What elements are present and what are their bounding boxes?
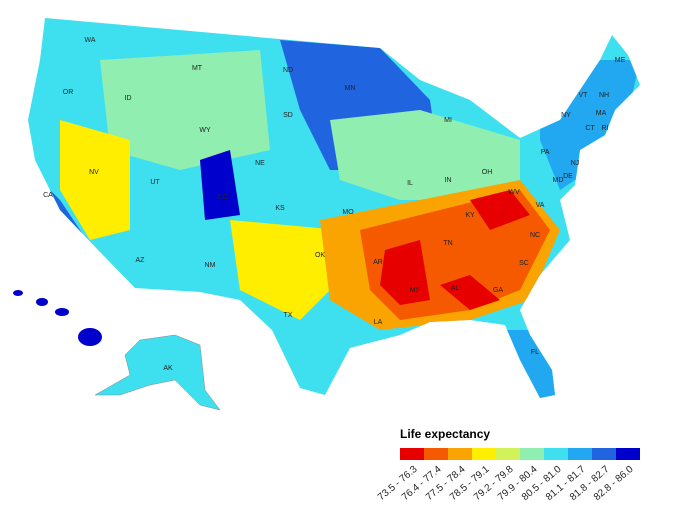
state-label: FL [531, 349, 539, 356]
state-label: NY [561, 112, 571, 119]
state-label: VT [579, 92, 589, 99]
legend-swatch [400, 448, 424, 460]
legend-swatch [496, 448, 520, 460]
state-label: WY [199, 127, 211, 134]
state-label: TX [284, 312, 293, 319]
state-label: UT [150, 179, 160, 186]
state-label: TN [443, 240, 452, 247]
legend-swatch [544, 448, 568, 460]
state-label: OH [482, 169, 493, 176]
state-label: NJ [571, 160, 580, 167]
state-label: KS [275, 205, 285, 212]
state-label: CT [585, 125, 595, 132]
hawaii [13, 290, 102, 346]
state-label: ME [615, 57, 626, 64]
state-label: MN [345, 85, 356, 92]
state-label: SD [283, 112, 293, 119]
state-label: NC [530, 232, 540, 239]
state-label: IN [445, 177, 452, 184]
state-label: MI [444, 117, 452, 124]
state-label: ID [125, 95, 132, 102]
state-label: AL [451, 285, 460, 292]
state-label: NV [89, 169, 99, 176]
state-label: CO [218, 194, 229, 201]
state-label: AZ [136, 257, 146, 264]
state-label: NM [205, 262, 216, 269]
state-label: GA [493, 287, 503, 294]
state-label: LA [374, 319, 383, 326]
alaska [94, 334, 221, 411]
state-label: PA [541, 149, 550, 156]
state-label: MO [342, 209, 354, 216]
legend-swatch [592, 448, 616, 460]
state-label: MD [553, 177, 564, 184]
state-label: IL [407, 180, 413, 187]
state-label: NH [599, 92, 609, 99]
legend-swatch [616, 448, 640, 460]
state-label: OK [315, 252, 325, 259]
state-label: DE [563, 173, 573, 180]
state-label: CA [43, 192, 53, 199]
legend-title: Life expectancy [400, 427, 490, 441]
state-label: RI [602, 125, 609, 132]
county-fill [28, 18, 640, 398]
state-label: NE [255, 160, 265, 167]
state-label: WV [508, 189, 520, 196]
state-label: MA [596, 110, 607, 117]
state-label: AK [163, 365, 173, 372]
legend-swatch [472, 448, 496, 460]
state-label: SC [519, 260, 529, 267]
legend-swatch [520, 448, 544, 460]
state-label: VA [536, 202, 545, 209]
state-label: KY [465, 212, 475, 219]
state-label: MT [192, 65, 203, 72]
state-label: AR [373, 259, 383, 266]
legend-swatch [448, 448, 472, 460]
state-label: WA [84, 37, 95, 44]
state-labels: WA MT ND MN OR ID SD WY MI ME VT NH NY MA CT RI PA NJ DEMD… [43, 37, 625, 372]
state-label: OR [63, 89, 74, 96]
legend-swatch [424, 448, 448, 460]
state-label: MS [410, 287, 421, 294]
state-label: ND [283, 67, 293, 74]
legend: 73.5 - 76.376.4 - 77.477.5 - 78.478.5 - … [376, 448, 640, 503]
legend-swatch [568, 448, 592, 460]
